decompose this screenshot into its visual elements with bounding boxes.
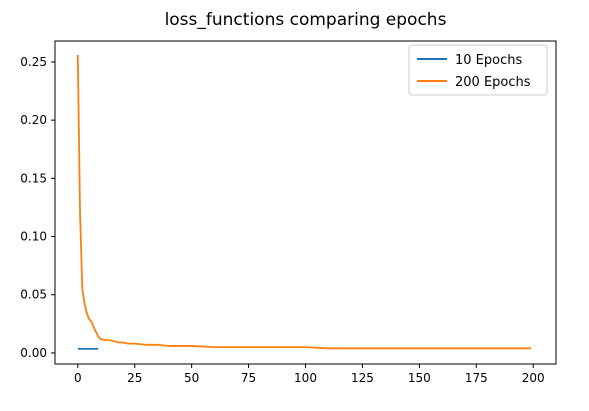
x-tick-label: 100 [294,371,317,385]
y-tick-label: 0.25 [20,55,47,69]
x-tick-label: 175 [465,371,488,385]
legend: 10 Epochs 200 Epochs [408,44,548,96]
y-tick-label: 0.10 [20,230,47,244]
x-tick-label: 125 [351,371,374,385]
chart-title: loss_functions comparing epochs [164,10,447,30]
x-tick-label: 200 [522,371,545,385]
y-tick-label: 0.15 [20,171,47,185]
legend-box [408,44,548,96]
legend-label: 10 Epochs [455,53,522,68]
x-tick-label: 50 [184,371,199,385]
y-tick-label: 0.05 [20,288,47,302]
y-tick-label: 0.00 [20,346,47,360]
legend-label: 200 Epochs [455,75,531,90]
series-line-200-epochs [76,54,531,350]
x-tick-label: 75 [241,371,256,385]
x-tick-label: 150 [408,371,431,385]
x-tick-label: 25 [127,371,142,385]
x-tick-label: 0 [74,371,82,385]
y-tick-label: 0.20 [20,113,47,127]
